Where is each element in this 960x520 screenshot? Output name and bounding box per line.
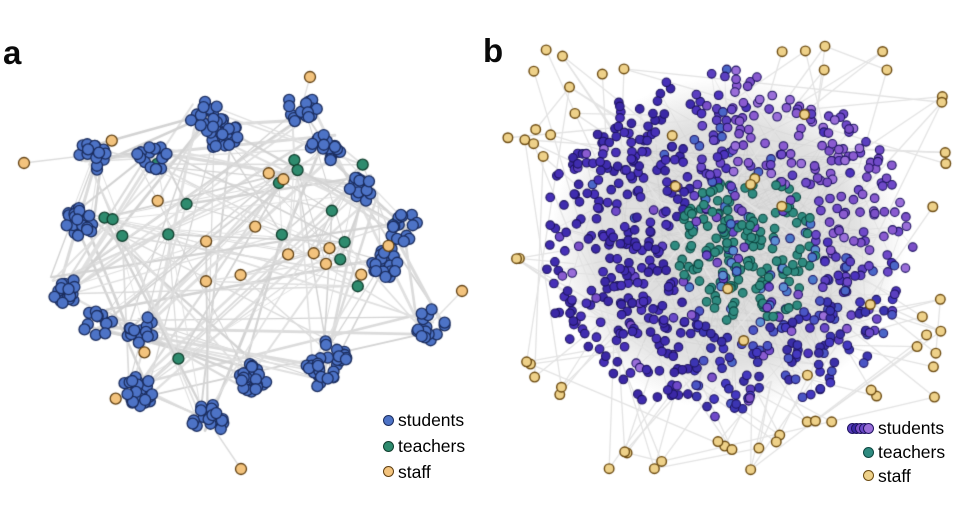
legend-label: staff: [398, 461, 431, 482]
circle-marker-icon: [383, 414, 394, 426]
students-marker-icon: [836, 422, 874, 434]
legend-item-students: students: [836, 417, 945, 440]
legend-label: students: [398, 410, 465, 430]
legend-label: teachers: [398, 435, 466, 456]
staff-marker-icon: [836, 470, 874, 482]
legend-label: staff: [878, 465, 911, 486]
circle-marker-icon: [383, 466, 394, 478]
circle-marker-icon: [863, 446, 874, 458]
circle-marker-icon: [383, 440, 394, 452]
panel-b-label: b: [483, 32, 504, 69]
legend-panel-a: students teachers staff: [380, 409, 465, 483]
teachers-marker-icon: [380, 440, 394, 452]
legend-panel-b: students teachers staff: [836, 417, 945, 487]
legend-item-teachers: teachers: [836, 441, 945, 464]
legend-label: students: [878, 418, 945, 438]
circle-marker-icon: [863, 422, 874, 434]
legend-item-staff: staff: [380, 461, 465, 484]
staff-marker-icon: [380, 466, 394, 478]
legend-item-students: students: [380, 409, 465, 432]
panel-a-label: a: [3, 34, 22, 71]
teachers-marker-icon: [836, 446, 874, 458]
circle-marker-icon: [863, 470, 874, 482]
students-marker-icon: [380, 414, 394, 426]
legend-item-staff: staff: [836, 465, 945, 488]
legend-item-teachers: teachers: [380, 435, 465, 458]
legend-label: teachers: [878, 441, 946, 462]
